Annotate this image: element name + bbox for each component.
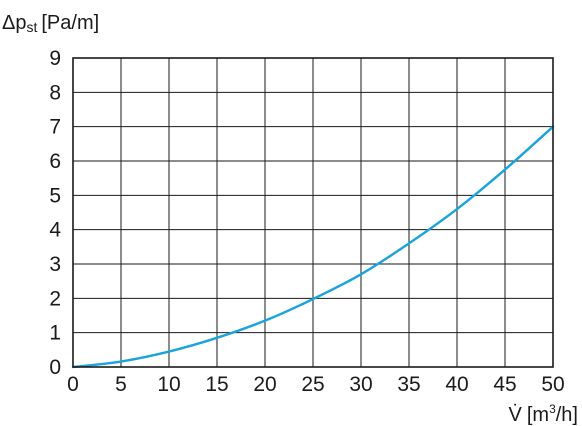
x-axis-symbol: V̇ [509, 404, 523, 426]
curve-layer [71, 125, 555, 369]
x-tick-label: 5 [115, 373, 127, 396]
x-axis-title: V̇ [m3/h] [509, 402, 579, 426]
y-tick-label: 3 [49, 253, 61, 276]
x-tick-label: 0 [67, 373, 79, 396]
series-line [71, 125, 555, 369]
y-tick-label: 4 [49, 219, 61, 242]
y-tick-labels: 0 1 2 3 4 5 6 7 8 9 [49, 47, 61, 379]
x-tick-label: 15 [205, 373, 228, 396]
y-tick-label: 5 [49, 184, 61, 207]
x-axis-unit-superscript: 3 [549, 402, 556, 416]
y-tick-label: 9 [49, 47, 61, 70]
x-tick-label: 50 [541, 373, 564, 396]
y-tick-label: 6 [49, 150, 61, 173]
plot-frame [72, 57, 554, 368]
y-tick-label: 1 [49, 322, 61, 345]
x-tick-labels: 0 5 10 15 20 25 30 35 40 45 50 [67, 373, 565, 396]
y-tick-label: 0 [49, 356, 61, 379]
y-axis-subscript: st [26, 19, 37, 35]
y-axis-title: Δpst [Pa/m] [2, 12, 99, 35]
x-tick-label: 35 [397, 373, 420, 396]
x-axis-unit-suffix: /h] [556, 404, 578, 426]
y-tick-label: 8 [49, 81, 61, 104]
y-axis-unit: [Pa/m] [41, 12, 99, 34]
x-tick-label: 25 [301, 373, 324, 396]
x-tick-label: 30 [349, 373, 372, 396]
y-tick-label: 7 [49, 116, 61, 139]
x-tick-label: 20 [253, 373, 276, 396]
x-tick-label: 45 [493, 373, 516, 396]
grid [72, 57, 554, 368]
x-tick-label: 10 [157, 373, 180, 396]
y-tick-label: 2 [49, 287, 61, 310]
x-axis-unit-prefix: [m [527, 404, 549, 426]
y-axis-symbol: Δp [2, 12, 26, 34]
x-tick-label: 40 [445, 373, 468, 396]
